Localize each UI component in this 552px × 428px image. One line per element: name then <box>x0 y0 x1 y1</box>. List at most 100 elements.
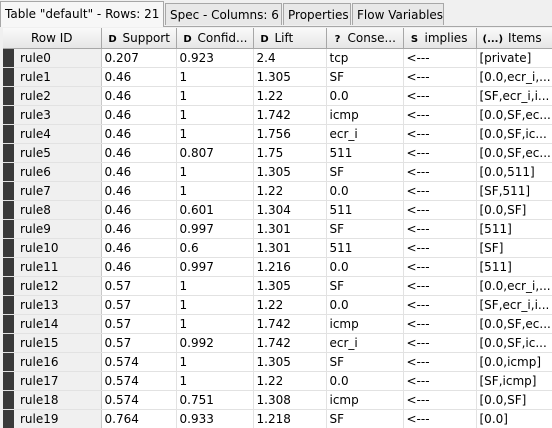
items-cell[interactable]: [0.0,SF,ec... <box>476 314 552 334</box>
row-id-cell[interactable]: rule9 <box>3 219 102 239</box>
implies-cell[interactable]: <--- <box>403 143 477 163</box>
consequent-cell[interactable]: 511 <box>326 238 404 258</box>
implies-cell[interactable]: <--- <box>403 124 477 144</box>
items-cell[interactable]: [0.0,ecr_i,... <box>476 67 552 87</box>
implies-cell[interactable]: <--- <box>403 409 477 428</box>
confidence-cell[interactable]: 0.807 <box>176 143 254 163</box>
items-cell[interactable]: [0.0,SF] <box>476 200 552 220</box>
implies-cell[interactable]: <--- <box>403 219 477 239</box>
consequent-cell[interactable]: 0.0 <box>326 295 404 315</box>
table-row[interactable]: rule0 0.207 0.923 2.4 tcp <--- [private] <box>3 48 552 68</box>
row-id-cell[interactable]: rule16 <box>3 352 102 372</box>
consequent-cell[interactable]: icmp <box>326 105 404 125</box>
confidence-cell[interactable]: 0.751 <box>176 390 254 410</box>
lift-cell[interactable]: 1.756 <box>253 124 327 144</box>
row-id-cell[interactable]: rule3 <box>3 105 102 125</box>
support-cell[interactable]: 0.46 <box>101 257 177 277</box>
row-id-cell[interactable]: rule10 <box>3 238 102 258</box>
items-cell[interactable]: [0.0] <box>476 409 552 428</box>
confidence-cell[interactable]: 0.997 <box>176 219 254 239</box>
confidence-cell[interactable]: 0.933 <box>176 409 254 428</box>
support-cell[interactable]: 0.46 <box>101 200 177 220</box>
lift-cell[interactable]: 1.75 <box>253 143 327 163</box>
implies-cell[interactable]: <--- <box>403 276 477 296</box>
tab-properties[interactable]: Properties <box>283 3 351 25</box>
items-cell[interactable]: [SF] <box>476 238 552 258</box>
items-cell[interactable]: [511] <box>476 219 552 239</box>
table-row[interactable]: rule2 0.46 1 1.22 0.0 <--- [SF,ecr_i,i... <box>3 86 552 106</box>
row-id-cell[interactable]: rule7 <box>3 181 102 201</box>
confidence-cell[interactable]: 0.992 <box>176 333 254 353</box>
support-cell[interactable]: 0.46 <box>101 67 177 87</box>
table-row[interactable]: rule10 0.46 0.6 1.301 511 <--- [SF] <box>3 238 552 258</box>
implies-cell[interactable]: <--- <box>403 105 477 125</box>
lift-cell[interactable]: 1.305 <box>253 352 327 372</box>
confidence-cell[interactable]: 1 <box>176 162 254 182</box>
row-id-cell[interactable]: rule2 <box>3 86 102 106</box>
consequent-cell[interactable]: SF <box>326 276 404 296</box>
table-row[interactable]: rule4 0.46 1 1.756 ecr_i <--- [0.0,SF,ic... <box>3 124 552 144</box>
column-header-lift[interactable]: D Lift <box>253 28 327 49</box>
implies-cell[interactable]: <--- <box>403 314 477 334</box>
row-id-cell[interactable]: rule17 <box>3 371 102 391</box>
confidence-cell[interactable]: 0.6 <box>176 238 254 258</box>
support-cell[interactable]: 0.46 <box>101 105 177 125</box>
consequent-cell[interactable]: SF <box>326 67 404 87</box>
row-id-cell[interactable]: rule12 <box>3 276 102 296</box>
lift-cell[interactable]: 1.218 <box>253 409 327 428</box>
items-cell[interactable]: [0.0,ecr_i,... <box>476 276 552 296</box>
row-id-cell[interactable]: rule18 <box>3 390 102 410</box>
lift-cell[interactable]: 1.304 <box>253 200 327 220</box>
support-cell[interactable]: 0.46 <box>101 219 177 239</box>
implies-cell[interactable]: <--- <box>403 371 477 391</box>
lift-cell[interactable]: 1.22 <box>253 86 327 106</box>
table-row[interactable]: rule3 0.46 1 1.742 icmp <--- [0.0,SF,ec... <box>3 105 552 125</box>
items-cell[interactable]: [SF,ecr_i,i... <box>476 86 552 106</box>
confidence-cell[interactable]: 1 <box>176 105 254 125</box>
confidence-cell[interactable]: 0.923 <box>176 48 254 68</box>
consequent-cell[interactable]: 0.0 <box>326 181 404 201</box>
lift-cell[interactable]: 1.742 <box>253 314 327 334</box>
support-cell[interactable]: 0.207 <box>101 48 177 68</box>
column-header-items[interactable]: (...) Items <box>476 28 552 49</box>
support-cell[interactable]: 0.46 <box>101 238 177 258</box>
confidence-cell[interactable]: 0.601 <box>176 200 254 220</box>
table-row[interactable]: rule6 0.46 1 1.305 SF <--- [0.0,511] <box>3 162 552 182</box>
table-row[interactable]: rule14 0.57 1 1.742 icmp <--- [0.0,SF,ec... <box>3 314 552 334</box>
support-cell[interactable]: 0.57 <box>101 295 177 315</box>
items-cell[interactable]: [0.0,SF,ic... <box>476 333 552 353</box>
items-cell[interactable]: [private] <box>476 48 552 68</box>
row-id-cell[interactable]: rule6 <box>3 162 102 182</box>
row-id-cell[interactable]: rule1 <box>3 67 102 87</box>
items-cell[interactable]: [0.0,SF,ec... <box>476 143 552 163</box>
consequent-cell[interactable]: 0.0 <box>326 371 404 391</box>
consequent-cell[interactable]: 511 <box>326 200 404 220</box>
consequent-cell[interactable]: 0.0 <box>326 257 404 277</box>
confidence-cell[interactable]: 1 <box>176 67 254 87</box>
implies-cell[interactable]: <--- <box>403 352 477 372</box>
table-row[interactable]: rule18 0.574 0.751 1.308 icmp <--- [0.0,SF] <box>3 390 552 410</box>
table-row[interactable]: rule5 0.46 0.807 1.75 511 <--- [0.0,SF,ec... <box>3 143 552 163</box>
table-row[interactable]: rule17 0.574 1 1.22 0.0 <--- [SF,icmp] <box>3 371 552 391</box>
support-cell[interactable]: 0.57 <box>101 314 177 334</box>
confidence-cell[interactable]: 0.997 <box>176 257 254 277</box>
column-header-consequent[interactable]: ? Conse... <box>326 28 404 49</box>
consequent-cell[interactable]: SF <box>326 219 404 239</box>
table-row[interactable]: rule8 0.46 0.601 1.304 511 <--- [0.0,SF] <box>3 200 552 220</box>
table-row[interactable]: rule13 0.57 1 1.22 0.0 <--- [SF,ecr_i,i... <box>3 295 552 315</box>
implies-cell[interactable]: <--- <box>403 238 477 258</box>
column-header-row-id[interactable]: Row ID <box>3 28 102 49</box>
implies-cell[interactable]: <--- <box>403 86 477 106</box>
consequent-cell[interactable]: icmp <box>326 390 404 410</box>
consequent-cell[interactable]: ecr_i <box>326 333 404 353</box>
table-row[interactable]: rule15 0.57 0.992 1.742 ecr_i <--- [0.0,SF,ic.… <box>3 333 552 353</box>
consequent-cell[interactable]: 0.0 <box>326 86 404 106</box>
confidence-cell[interactable]: 1 <box>176 352 254 372</box>
tab-flow-variables[interactable]: Flow Variables <box>352 3 444 25</box>
items-cell[interactable]: [511] <box>476 257 552 277</box>
row-id-cell[interactable]: rule5 <box>3 143 102 163</box>
confidence-cell[interactable]: 1 <box>176 295 254 315</box>
tab-spec[interactable]: Spec - Columns: 6 <box>165 3 282 25</box>
consequent-cell[interactable]: icmp <box>326 314 404 334</box>
support-cell[interactable]: 0.574 <box>101 371 177 391</box>
